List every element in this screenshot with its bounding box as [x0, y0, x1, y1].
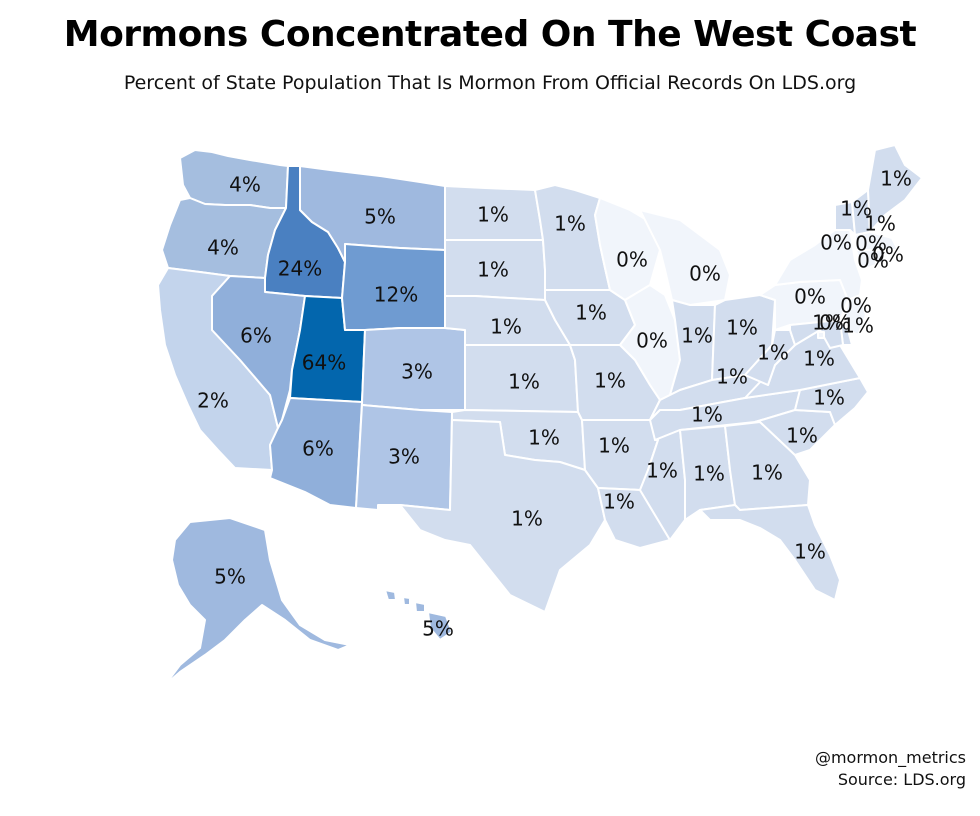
state-ak [164, 517, 351, 686]
state-label-nh: 1% [864, 212, 896, 236]
state-dc [817, 331, 825, 339]
state-label-nv: 6% [240, 324, 272, 348]
state-label-ok: 1% [528, 426, 560, 450]
state-label-fl: 1% [794, 540, 826, 564]
state-nj [844, 294, 867, 336]
state-label-la: 1% [603, 490, 635, 514]
state-label-mt: 5% [364, 205, 396, 229]
state-label-ma: 0% [855, 232, 887, 256]
state-label-ne: 1% [490, 315, 522, 339]
state-label-va: 1% [803, 347, 835, 371]
state-label-ri: 0% [872, 243, 904, 267]
state-label-az: 6% [302, 437, 334, 461]
state-label-ia: 1% [575, 301, 607, 325]
state-label-mo: 1% [594, 369, 626, 393]
state-ny [774, 229, 863, 301]
state-label-sd: 1% [477, 258, 509, 282]
state-label-md: 1% [812, 311, 844, 335]
state-label-in: 1% [681, 324, 713, 348]
state-label-vt: 1% [840, 197, 872, 221]
state-md [789, 319, 844, 349]
state-label-oh: 1% [726, 316, 758, 340]
state-label-il: 0% [636, 329, 668, 353]
state-vt [834, 201, 856, 236]
state-label-nm: 3% [388, 445, 420, 469]
state-label-ar: 1% [598, 434, 630, 458]
state-label-wv: 1% [757, 341, 789, 365]
state-label-ky: 1% [716, 365, 748, 389]
state-label-pa: 0% [794, 285, 826, 309]
state-hi [384, 589, 453, 641]
state-label-me: 1% [880, 167, 912, 191]
state-label-mn: 1% [554, 212, 586, 236]
state-label-ms: 1% [646, 459, 678, 483]
state-label-id: 24% [278, 257, 322, 281]
state-label-or: 4% [207, 236, 239, 260]
state-label-ny: 0% [820, 231, 852, 255]
state-label-dc: 0% [819, 311, 851, 335]
state-label-de: 1% [842, 314, 874, 338]
state-fl [699, 504, 841, 601]
state-label-wi: 0% [616, 248, 648, 272]
state-label-co: 3% [401, 360, 433, 384]
map-subtitle: Percent of State Population That Is Morm… [123, 72, 857, 94]
author-credit: @mormon_metrics [814, 748, 966, 767]
source-credit: Source: LDS.org [837, 770, 966, 789]
state-label-mi: 0% [689, 262, 721, 286]
state-me [867, 144, 923, 233]
state-label-tn: 1% [691, 403, 723, 427]
state-label-ct: 0% [857, 249, 889, 273]
state-label-ut: 64% [302, 351, 346, 375]
state-tx [399, 419, 606, 613]
state-label-al: 1% [693, 462, 725, 486]
state-label-wa: 4% [229, 173, 261, 197]
state-ri [875, 249, 885, 266]
state-label-ca: 2% [197, 389, 229, 413]
state-shapes [157, 144, 923, 686]
state-labels: 4%4%2%24%6%64%6%5%12%3%3%1%1%1%1%1%1%1%1… [197, 167, 912, 641]
state-label-wy: 12% [374, 283, 418, 307]
state-label-nc: 1% [813, 386, 845, 410]
state-label-ga: 1% [751, 461, 783, 485]
state-label-sc: 1% [786, 424, 818, 448]
map-title: Mormons Concentrated On The West Coast [63, 14, 917, 55]
state-label-ak: 5% [214, 565, 246, 589]
state-label-nd: 1% [477, 203, 509, 227]
state-label-ks: 1% [508, 370, 540, 394]
state-label-hi: 5% [422, 617, 454, 641]
state-label-tx: 1% [511, 507, 543, 531]
state-label-nj: 0% [840, 294, 872, 318]
